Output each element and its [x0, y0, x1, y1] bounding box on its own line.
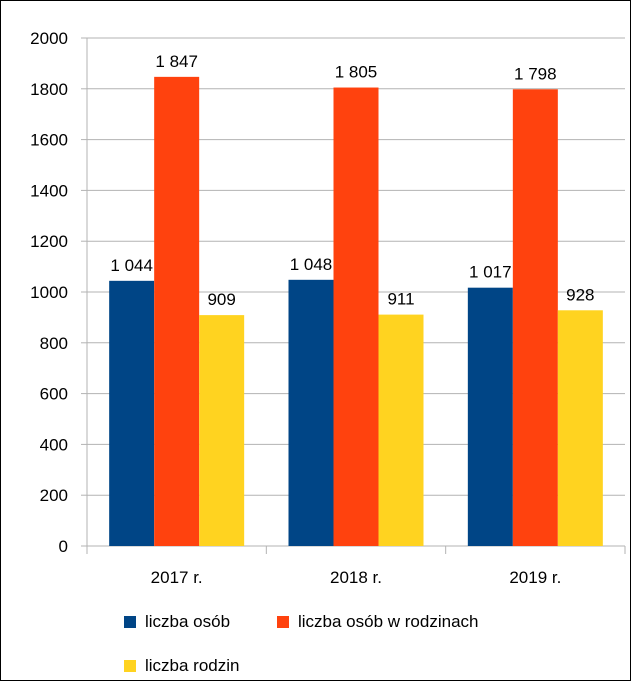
y-tick-label: 200: [40, 486, 68, 505]
bar: [557, 310, 603, 546]
y-tick-label: 2000: [30, 29, 68, 48]
x-tick-label: 2019 r.: [509, 568, 561, 587]
data-label: 1 017: [469, 263, 512, 282]
y-tick-label: 400: [40, 435, 68, 454]
y-tick-label: 0: [59, 537, 68, 556]
data-label: 1 044: [110, 256, 153, 275]
legend-swatch-liczba-osob-w-rodzinach: [277, 616, 289, 628]
data-label: 1 048: [290, 255, 333, 274]
x-tick-label: 2018 r.: [330, 568, 382, 587]
legend-item-liczba-osob-w-rodzinach: liczba osób w rodzinach: [277, 612, 478, 632]
bar: [512, 89, 558, 547]
legend-label-liczba-rodzin: liczba rodzin: [145, 656, 240, 675]
legend-item-liczba-osob: liczba osób: [124, 612, 230, 632]
bar: [199, 315, 245, 546]
data-label: 1 798: [514, 64, 557, 83]
y-tick-label: 800: [40, 334, 68, 353]
bar: [154, 76, 200, 546]
bar: [109, 280, 155, 546]
data-label: 911: [387, 290, 414, 309]
legend-label-liczba-osob-w-rodzinach: liczba osób w rodzinach: [298, 612, 479, 631]
legend-item-liczba-rodzin: liczba rodzin: [124, 656, 240, 676]
bar: [467, 287, 513, 546]
y-tick-label: 600: [40, 385, 68, 404]
bar-chart: 0 200 400 600 800 1000 1200 1400 1600 1800 2000 1 0…: [30, 29, 626, 587]
bar: [288, 279, 334, 546]
y-tick-label: 1000: [30, 283, 68, 302]
legend-label-liczba-osob: liczba osób: [145, 612, 231, 631]
data-label: 1 805: [335, 63, 378, 82]
legend-swatch-liczba-rodzin: [124, 660, 136, 672]
data-label: 928: [566, 285, 594, 304]
bar: [333, 87, 379, 546]
y-tick-label: 1600: [30, 131, 68, 150]
data-label: 1 847: [155, 52, 198, 71]
y-tick-label: 1800: [30, 80, 68, 99]
data-label: 909: [207, 290, 235, 309]
legend-swatch-liczba-osob: [124, 616, 136, 628]
y-tick-label: 1400: [30, 181, 68, 200]
bar: [378, 314, 424, 546]
x-tick-label: 2017 r.: [151, 568, 203, 587]
y-tick-label: 1200: [30, 232, 68, 251]
